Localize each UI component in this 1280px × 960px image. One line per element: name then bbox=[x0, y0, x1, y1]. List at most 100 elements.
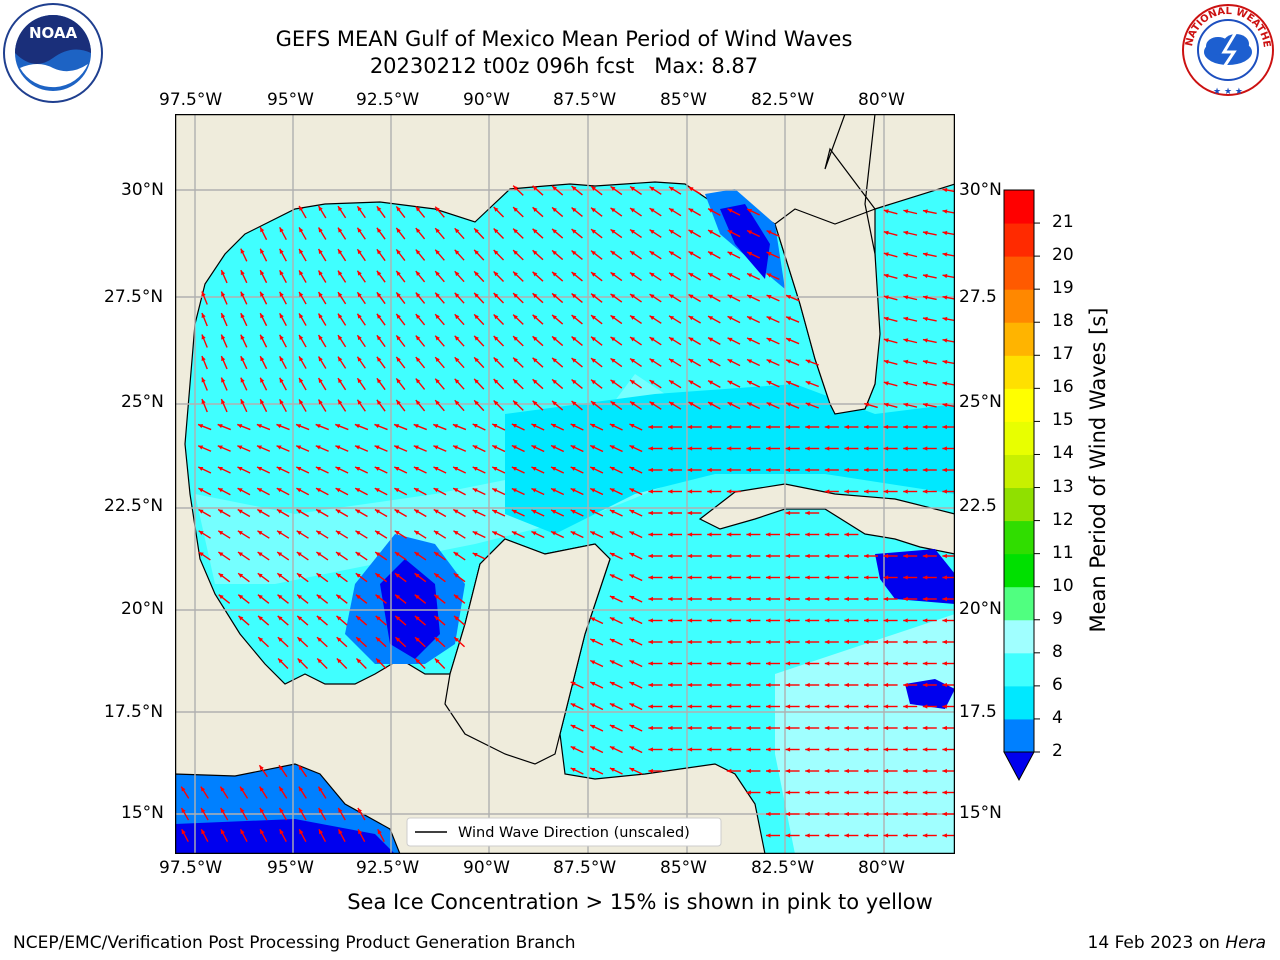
chart-subtitle: 20230212 t00z 096h fcst Max: 8.87 bbox=[369, 54, 759, 78]
wind-arrow-head bbox=[785, 446, 791, 451]
wind-arrow-head bbox=[669, 251, 675, 256]
wind-arrow-head bbox=[903, 811, 908, 817]
wind-arrow-head bbox=[687, 424, 693, 430]
wind-arrow-head bbox=[766, 359, 772, 364]
wind-arrow-head bbox=[609, 445, 615, 450]
wind-arrow-head bbox=[648, 532, 653, 537]
wind-arrow-head bbox=[942, 273, 948, 279]
colorbar-tick-label: 17 bbox=[1052, 344, 1074, 365]
colorbar-segment bbox=[1004, 520, 1034, 555]
wind-arrow-head bbox=[590, 638, 596, 643]
wind-arrow-head bbox=[903, 338, 909, 343]
wind-arrow-head bbox=[257, 466, 263, 471]
wind-arrow-head bbox=[687, 661, 693, 666]
wind-arrow-head bbox=[883, 661, 889, 666]
wind-arrow-head bbox=[338, 829, 343, 835]
wind-arrow-head bbox=[687, 725, 693, 731]
wind-arrow-head bbox=[648, 575, 653, 580]
wind-arrow-head bbox=[493, 228, 499, 234]
wind-arrow-head bbox=[805, 402, 811, 407]
wind-arrow-head bbox=[726, 661, 732, 666]
wind-arrow-head bbox=[668, 467, 673, 473]
wind-arrow-head bbox=[335, 488, 341, 493]
wind-arrow-head bbox=[260, 313, 265, 319]
wind-arrow-head bbox=[316, 509, 322, 514]
wind-arrow-head bbox=[376, 227, 382, 233]
wind-arrow-head bbox=[668, 553, 673, 559]
wind-arrow-head bbox=[648, 446, 653, 451]
wind-arrow-head bbox=[766, 768, 771, 774]
wind-arrow-head bbox=[883, 725, 889, 731]
wind-arrow-head bbox=[298, 765, 303, 771]
colorbar-tick-label: 2 bbox=[1052, 741, 1063, 761]
wind-arrow-head bbox=[493, 400, 499, 406]
wind-arrow-head bbox=[318, 206, 323, 211]
wind-arrow-head bbox=[922, 661, 928, 666]
wind-arrow-head bbox=[454, 378, 460, 384]
colorbar-tick-label: 4 bbox=[1052, 707, 1063, 728]
wind-arrow-head bbox=[472, 445, 478, 450]
wind-arrow-head bbox=[864, 402, 870, 407]
wind-arrow-head bbox=[315, 424, 321, 429]
wind-arrow-head bbox=[883, 381, 889, 386]
noaa-logo: NOAA bbox=[3, 3, 103, 103]
wind-arrow-head bbox=[296, 509, 302, 514]
wind-arrow-head bbox=[824, 618, 830, 623]
wind-arrow-head bbox=[922, 790, 928, 795]
wind-arrow-head bbox=[240, 334, 245, 340]
wind-arrow-head bbox=[883, 811, 889, 817]
wind-arrow-head bbox=[786, 402, 792, 407]
wind-arrow-head bbox=[766, 467, 771, 473]
wind-arrow-head bbox=[220, 829, 225, 835]
wind-arrow-head bbox=[786, 316, 792, 321]
wind-arrow-head bbox=[746, 661, 751, 666]
wind-arrow-head bbox=[805, 725, 810, 731]
wind-arrow-head bbox=[511, 445, 517, 450]
wind-arrow-head bbox=[805, 532, 810, 537]
wind-arrow-head bbox=[532, 336, 538, 341]
wind-arrow-head bbox=[785, 811, 791, 817]
wind-arrow-head bbox=[415, 292, 421, 298]
wind-arrow-head bbox=[570, 746, 576, 751]
wind-arrow-head bbox=[942, 725, 947, 731]
wind-arrow-head bbox=[297, 658, 303, 664]
wind-arrow-head bbox=[922, 682, 928, 688]
wind-arrow-head bbox=[513, 293, 518, 298]
cuba-land bbox=[698, 483, 955, 555]
wind-arrow-head bbox=[648, 553, 653, 559]
wind-arrow-head bbox=[786, 338, 792, 343]
wind-arrow-head bbox=[669, 358, 675, 364]
wind-arrow-head bbox=[299, 807, 304, 813]
wind-arrow-head bbox=[883, 316, 889, 321]
wind-arrow-head bbox=[688, 208, 694, 213]
wind-arrow-head bbox=[474, 378, 479, 384]
wind-arrow-head bbox=[726, 489, 732, 494]
wind-arrow-head bbox=[299, 399, 304, 405]
wind-arrow-head bbox=[687, 467, 693, 473]
wind-arrow-head bbox=[396, 335, 401, 341]
wind-arrow-head bbox=[237, 445, 243, 450]
wind-arrow-head bbox=[903, 725, 908, 731]
colorbar-tick-label: 6 bbox=[1052, 674, 1063, 695]
wind-arrow-head bbox=[532, 293, 538, 298]
wind-arrow-head bbox=[922, 768, 928, 774]
colorbar-segment bbox=[1004, 190, 1034, 224]
wind-arrow-head bbox=[726, 704, 732, 709]
wind-arrow-head bbox=[317, 637, 322, 642]
wind-arrow-head bbox=[435, 378, 440, 384]
wind-arrow-head bbox=[708, 273, 714, 278]
wind-arrow-head bbox=[883, 295, 889, 300]
wind-arrow-head bbox=[726, 682, 732, 688]
wind-arrow-head bbox=[903, 402, 909, 408]
wind-arrow-head bbox=[922, 747, 928, 752]
wind-arrow-head bbox=[805, 381, 811, 386]
wind-arrow-head bbox=[746, 639, 751, 645]
wind-arrow-head bbox=[296, 445, 302, 450]
wind-arrow-head bbox=[338, 313, 343, 319]
wind-arrow-head bbox=[903, 359, 909, 365]
wind-arrow-head bbox=[844, 704, 849, 709]
wind-arrow-head bbox=[571, 293, 577, 299]
wind-arrow-head bbox=[551, 531, 557, 536]
wind-arrow-head bbox=[316, 573, 322, 578]
wind-arrow-head bbox=[453, 530, 459, 536]
